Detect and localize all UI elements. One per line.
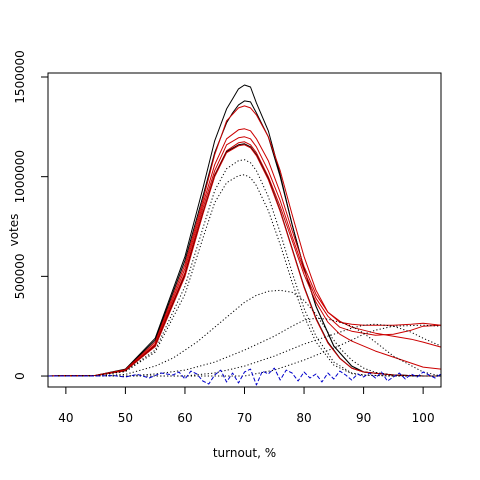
y-tick-label: 1500000 — [13, 50, 27, 103]
series-line-2 — [47, 100, 441, 377]
y-axis-title: votes — [7, 214, 21, 247]
x-axis-title: turnout, % — [213, 446, 276, 460]
x-tick-label: 50 — [118, 411, 133, 425]
series-line-14 — [48, 324, 442, 377]
y-tick-label: 500000 — [13, 253, 27, 299]
x-tick-label: 90 — [356, 411, 371, 425]
x-axis: 40 50 60 70 80 90 100 — [58, 386, 435, 425]
series-line-12 — [48, 317, 442, 377]
series-line-15 — [48, 367, 442, 386]
x-tick-label: 80 — [296, 411, 311, 425]
y-axis: 0 500000 1000000 1500000 — [13, 50, 49, 380]
x-tick-label: 60 — [177, 411, 192, 425]
series-line-4 — [47, 128, 442, 377]
series-line-10 — [47, 174, 441, 377]
x-tick-label: 70 — [237, 411, 252, 425]
series-line-11 — [48, 289, 441, 377]
series-line-5 — [47, 136, 442, 377]
series-layer — [47, 84, 442, 386]
y-tick-label: 0 — [13, 372, 27, 380]
x-tick-label: 40 — [58, 411, 73, 425]
series-line-8 — [47, 144, 441, 377]
series-line-9 — [47, 159, 441, 377]
series-line-3 — [47, 105, 442, 377]
x-tick-label: 100 — [412, 411, 435, 425]
y-tick-label: 1000000 — [13, 150, 27, 203]
